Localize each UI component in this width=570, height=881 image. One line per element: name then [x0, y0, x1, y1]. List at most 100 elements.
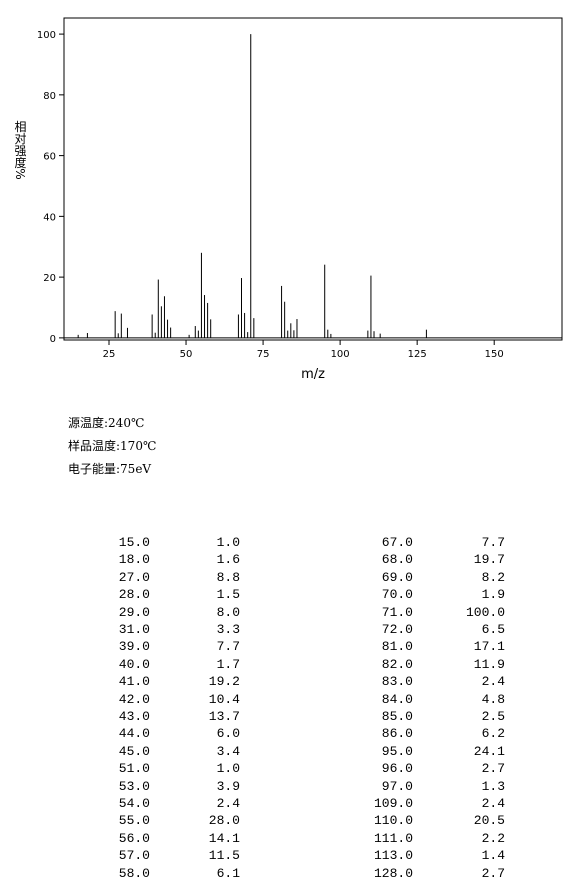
- table-cell: 24.1: [473, 743, 505, 759]
- table-cell: 68.0: [381, 552, 413, 568]
- table-cell: 3.9: [216, 778, 240, 794]
- plot-frame: [63, 17, 563, 341]
- table-cell: 11.5: [208, 848, 240, 864]
- y-tick-label: 0: [50, 334, 56, 345]
- table-cell: 31.0: [118, 622, 150, 637]
- table-cell: 15.0: [118, 535, 150, 550]
- table-cell: 1.6: [216, 552, 240, 568]
- x-axis-label: m/z: [301, 367, 325, 382]
- table-cell: 69.0: [381, 569, 413, 585]
- table-cell: 7.7: [216, 639, 240, 655]
- table-cell: 2.4: [216, 796, 240, 811]
- info-line: 源温度:240℃: [68, 416, 145, 430]
- table-cell: 10.4: [208, 691, 240, 707]
- table-cell: 58.0: [118, 865, 150, 881]
- table-cell: 17.1: [473, 639, 505, 655]
- table-cell: 2.2: [481, 830, 505, 846]
- table-cell: 95.0: [381, 743, 413, 759]
- table-cell: 14.1: [208, 830, 240, 846]
- info-line: 样品温度:170℃: [68, 439, 157, 453]
- table-cell: 55.0: [118, 813, 150, 829]
- table-cell: 70.0: [381, 587, 413, 603]
- table-cell: 3.4: [216, 743, 240, 759]
- y-tick-label: 60: [43, 152, 56, 163]
- table-cell: 3.3: [216, 622, 240, 637]
- table-cell: 2.4: [481, 796, 505, 811]
- table-cell: 1.9: [481, 587, 505, 603]
- table-cell: 72.0: [381, 622, 413, 637]
- table-cell: 18.0: [118, 552, 150, 568]
- table-cell: 1.0: [216, 761, 240, 777]
- table-cell: 13.7: [208, 709, 240, 724]
- table-cell: 1.3: [481, 778, 505, 794]
- x-tick-label: 125: [408, 349, 427, 360]
- table-cell: 40.0: [118, 656, 150, 672]
- table-cell: 82.0: [381, 656, 413, 672]
- table-cell: 85.0: [381, 709, 413, 724]
- table-cell: 110.0: [373, 813, 413, 829]
- x-tick-label: 25: [103, 349, 116, 360]
- table-cell: 111.0: [373, 830, 413, 846]
- table-cell: 100.0: [465, 604, 505, 620]
- x-tick-label: 100: [331, 349, 350, 360]
- table-cell: 97.0: [381, 778, 413, 794]
- table-cell: 44.0: [118, 726, 150, 742]
- y-tick-label: 80: [43, 91, 56, 102]
- table-cell: 86.0: [381, 726, 413, 742]
- table-cell: 1.5: [216, 587, 240, 603]
- table-cell: 8.8: [216, 569, 240, 585]
- table-cell: 84.0: [381, 691, 413, 707]
- table-cell: 109.0: [373, 796, 413, 811]
- table-cell: 2.4: [481, 674, 505, 690]
- table-cell: 83.0: [381, 674, 413, 690]
- table-cell: 113.0: [373, 848, 413, 864]
- table-cell: 2.5: [481, 709, 505, 724]
- table-cell: 96.0: [381, 761, 413, 777]
- table-cell: 71.0: [381, 604, 413, 620]
- y-tick-label: 20: [43, 273, 56, 284]
- table-cell: 128.0: [373, 865, 413, 881]
- table-cell: 42.0: [118, 691, 150, 707]
- table-cell: 39.0: [118, 639, 150, 655]
- table-cell: 2.7: [481, 865, 505, 881]
- table-cell: 19.7: [473, 552, 505, 568]
- table-cell: 8.2: [481, 569, 505, 585]
- table-cell: 28.0: [118, 587, 150, 603]
- table-cell: 67.0: [381, 535, 413, 550]
- table-cell: 11.9: [473, 656, 505, 672]
- table-cell: 19.2: [208, 674, 240, 690]
- table-cell: 27.0: [118, 569, 150, 585]
- table-cell: 53.0: [118, 778, 150, 794]
- table-cell: 6.0: [216, 726, 240, 742]
- table-cell: 57.0: [118, 848, 150, 864]
- table-cell: 6.2: [481, 726, 505, 742]
- table-cell: 2.7: [481, 761, 505, 777]
- table-cell: 20.5: [473, 813, 505, 829]
- table-cell: 1.0: [216, 535, 240, 550]
- y-tick-label: 100: [37, 30, 56, 41]
- table-cell: 51.0: [118, 761, 150, 777]
- table-cell: 81.0: [381, 639, 413, 655]
- y-axis-label: 相对强度%: [13, 120, 27, 180]
- chart: m/z 相对强度% 0 20 40 60 80 100 25 50 75 100 125 150: [13, 17, 563, 382]
- table-cell: 28.0: [208, 813, 240, 829]
- x-tick-label: 75: [257, 349, 270, 360]
- table-cell: 1.7: [216, 656, 240, 672]
- table-cell: 41.0: [118, 674, 150, 690]
- table-cell: 8.0: [216, 604, 240, 620]
- table-cell: 56.0: [118, 830, 150, 846]
- table-cell: 4.8: [481, 691, 505, 707]
- y-tick-label: 40: [43, 212, 56, 223]
- table-cell: 45.0: [118, 743, 150, 759]
- x-tick-label: 150: [485, 349, 504, 360]
- table-cell: 29.0: [118, 604, 150, 620]
- table-cell: 7.7: [481, 535, 505, 550]
- x-tick-label: 50: [180, 349, 193, 360]
- table-cell: 54.0: [118, 796, 150, 811]
- table-cell: 43.0: [118, 709, 150, 724]
- table-cell: 1.4: [481, 848, 505, 864]
- table-cell: 6.1: [216, 865, 240, 881]
- info-line: 电子能量:75eV: [68, 462, 152, 476]
- table-cell: 6.5: [481, 622, 505, 637]
